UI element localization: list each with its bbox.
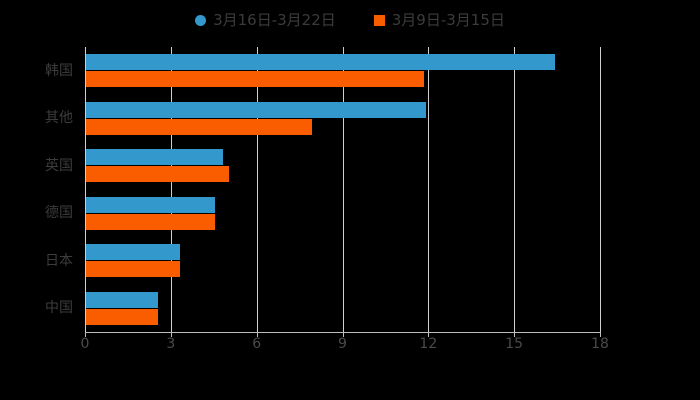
x-axis-tick-label: 15 bbox=[505, 336, 524, 352]
x-axis-tick-label: 9 bbox=[338, 336, 347, 352]
bar-series-b[interactable] bbox=[86, 308, 158, 325]
bar-series-b[interactable] bbox=[86, 166, 230, 183]
bar-series-a[interactable] bbox=[86, 149, 224, 166]
bar-group bbox=[86, 244, 601, 278]
x-axis-tick-label: 3 bbox=[166, 336, 176, 352]
y-axis-category-label: 德国 bbox=[45, 205, 73, 222]
legend-item-series-a[interactable]: 3月16日-3月22日 bbox=[195, 10, 336, 29]
y-axis-category-label: 英国 bbox=[45, 157, 73, 174]
legend-item-series-b[interactable]: 3月9日-3月15日 bbox=[373, 10, 505, 29]
bar-series-a[interactable] bbox=[86, 244, 181, 261]
bar-group bbox=[86, 149, 601, 183]
y-axis-category-label: 日本 bbox=[45, 252, 73, 269]
bar-group bbox=[86, 196, 601, 230]
bar-series-b[interactable] bbox=[86, 213, 215, 230]
gridline bbox=[514, 47, 516, 332]
x-axis-tick-label: 12 bbox=[419, 336, 438, 352]
bar-series-a[interactable] bbox=[86, 196, 215, 213]
gridline bbox=[342, 47, 344, 332]
plot-area bbox=[85, 47, 601, 337]
bar-series-a[interactable] bbox=[86, 101, 427, 118]
bar-series-a[interactable] bbox=[86, 291, 158, 308]
bar-group bbox=[86, 291, 601, 325]
bar-group bbox=[86, 101, 601, 135]
bar-series-a[interactable] bbox=[86, 54, 556, 71]
x-axis-tick-mark bbox=[514, 332, 516, 337]
bar-group bbox=[86, 54, 601, 88]
bar-series-b[interactable] bbox=[86, 118, 313, 135]
x-axis-tick-mark bbox=[170, 332, 172, 337]
gridline bbox=[256, 47, 258, 332]
y-axis-line bbox=[85, 47, 86, 332]
x-axis-tick-mark bbox=[428, 332, 430, 337]
x-axis-tick-label: 6 bbox=[252, 336, 262, 352]
x-axis-tick-label: 18 bbox=[591, 336, 609, 352]
x-axis-tick-mark bbox=[600, 332, 601, 337]
chart-legend: 3月16日-3月22日 3月9日-3月15日 bbox=[0, 9, 700, 31]
bar-series-b[interactable] bbox=[86, 71, 424, 88]
legend-label-series-a: 3月16日-3月22日 bbox=[213, 10, 336, 29]
legend-circle-marker-icon bbox=[195, 14, 207, 26]
x-axis-tick-mark bbox=[85, 332, 86, 337]
x-axis-tick-mark bbox=[342, 332, 344, 337]
gridline bbox=[600, 47, 601, 332]
gridline bbox=[170, 47, 172, 332]
bar-series-b[interactable] bbox=[86, 261, 181, 278]
x-axis-tick-mark bbox=[256, 332, 258, 337]
x-axis-tick-label: 0 bbox=[80, 336, 90, 352]
y-axis-category-label: 中国 bbox=[45, 300, 73, 317]
gridline bbox=[428, 47, 430, 332]
legend-square-marker-icon bbox=[373, 14, 385, 26]
legend-label-series-b: 3月9日-3月15日 bbox=[391, 10, 505, 29]
y-axis-category-label: 其他 bbox=[45, 110, 73, 127]
y-axis-category-label: 韩国 bbox=[45, 62, 73, 79]
